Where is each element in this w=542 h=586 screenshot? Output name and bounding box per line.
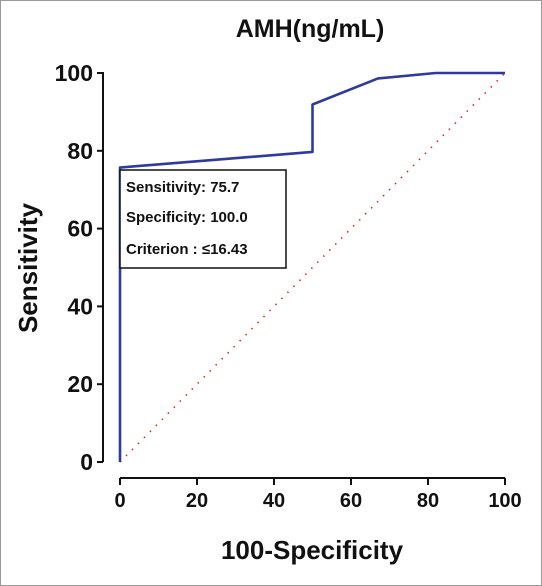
x-tick-label: 100 xyxy=(488,490,521,512)
x-tick-label: 40 xyxy=(263,490,285,512)
roc-curve xyxy=(118,71,505,462)
annotation-frame xyxy=(119,169,287,269)
y-tick-label: 20 xyxy=(67,371,93,397)
y-axis-label: Sensitivity xyxy=(13,202,43,333)
y-tick-label: 40 xyxy=(67,293,93,319)
y-tick-label: 60 xyxy=(67,216,93,242)
axes xyxy=(102,72,505,479)
x-tick-label: 0 xyxy=(114,490,125,512)
chart-title: AMH(ng/mL) xyxy=(236,15,385,43)
x-tick-label: 20 xyxy=(186,490,208,512)
x-ticks: 0 20 40 60 80 100 xyxy=(114,478,522,512)
x-axis-label: 100-Specificity xyxy=(221,535,404,565)
annotation-specificity: Specificity: 100.0 xyxy=(126,209,248,226)
annotation-box: Sensitivity: 75.7 Specificity: 100.0 Cri… xyxy=(119,169,287,269)
annotation-criterion: Criterion : ≤16.43 xyxy=(126,241,248,258)
y-ticks: 0 20 40 60 80 100 xyxy=(55,60,103,475)
y-tick-label: 100 xyxy=(55,60,93,86)
x-tick-label: 80 xyxy=(417,490,439,512)
annotation-sensitivity: Sensitivity: 75.7 xyxy=(126,179,239,196)
y-tick-label: 80 xyxy=(67,138,93,164)
y-tick-label: 0 xyxy=(80,449,93,475)
x-tick-label: 60 xyxy=(340,490,362,512)
